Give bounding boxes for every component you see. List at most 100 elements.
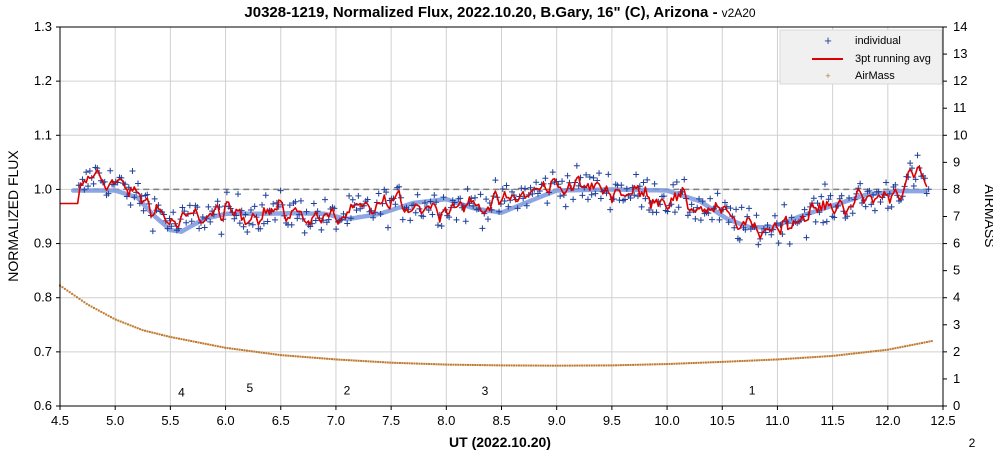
airmass-point	[729, 360, 732, 363]
airmass-point	[923, 341, 926, 344]
individual-point	[727, 205, 734, 212]
airmass-point	[287, 354, 290, 357]
individual-point	[247, 206, 254, 213]
individual-point	[260, 220, 267, 227]
airmass-point	[646, 363, 649, 366]
legend-marker-airmass: +	[825, 71, 830, 81]
airmass-point	[513, 364, 516, 367]
airmass-point	[692, 361, 695, 364]
x-tick-label: 6.5	[272, 413, 290, 428]
airmass-point	[163, 334, 166, 337]
airmass-point	[107, 314, 110, 317]
airmass-point	[600, 364, 603, 367]
individual-point	[653, 209, 660, 216]
individual-point	[312, 217, 319, 224]
individual-point	[425, 207, 432, 214]
airmass-point	[394, 361, 397, 364]
individual-point	[514, 205, 521, 212]
airmass-point	[97, 309, 100, 312]
airmass-point	[466, 363, 469, 366]
individual-point	[886, 190, 893, 197]
individual-point	[144, 191, 151, 198]
airmass-point	[826, 355, 829, 358]
individual-point	[205, 203, 212, 210]
airmass-point	[238, 348, 241, 351]
individual-point	[286, 202, 293, 209]
airmass-point	[707, 361, 710, 364]
airmass-point	[566, 364, 569, 367]
airmass-point	[787, 357, 790, 360]
individual-point	[699, 198, 706, 205]
airmass-point	[590, 364, 593, 367]
airmass-point	[112, 317, 115, 320]
individual-point	[83, 169, 90, 176]
individual-point	[786, 241, 793, 248]
airmass-point	[306, 356, 309, 359]
airmass-point	[216, 345, 219, 348]
airmass-point	[411, 362, 414, 365]
individual-point	[684, 212, 691, 219]
individual-point	[707, 195, 714, 202]
airmass-point	[85, 302, 88, 305]
airmass-point	[797, 357, 800, 360]
airmass-point	[836, 354, 839, 357]
airmass-point	[549, 364, 552, 367]
individual-point	[186, 202, 193, 209]
airmass-point	[661, 363, 664, 366]
airmass-point	[879, 349, 882, 352]
airmass-point	[403, 362, 406, 365]
airmass-point	[493, 364, 496, 367]
airmass-point	[770, 358, 773, 361]
individual-point	[844, 213, 851, 220]
airmass-point	[321, 357, 324, 360]
x-tick-label: 10.5	[710, 413, 735, 428]
airmass-point	[845, 353, 848, 356]
individual-point	[464, 185, 471, 192]
airmass-point	[573, 364, 576, 367]
airmass-point	[236, 348, 239, 351]
individual-point	[814, 200, 821, 207]
airmass-point	[537, 364, 540, 367]
y-tick-label: 0.8	[34, 290, 52, 305]
y2-tick-label: 13	[953, 46, 967, 61]
airmass-point	[182, 338, 185, 341]
airmass-point	[139, 328, 142, 331]
individual-point	[675, 204, 682, 211]
airmass-point	[649, 363, 652, 366]
airmass-point	[328, 357, 331, 360]
airmass-point	[627, 363, 630, 366]
airmass-point	[556, 364, 559, 367]
individual-point	[392, 201, 399, 208]
individual-point	[242, 211, 249, 218]
airmass-point	[148, 330, 151, 333]
airmass-point	[498, 364, 501, 367]
individual-point	[407, 217, 414, 224]
airmass-point	[918, 342, 921, 345]
airmass-point	[685, 362, 688, 365]
individual-point	[207, 218, 214, 225]
airmass-point	[522, 364, 525, 367]
airmass-point	[462, 363, 465, 366]
individual-point	[251, 203, 258, 210]
airmass-point	[248, 349, 251, 352]
individual-point	[586, 173, 593, 180]
individual-point	[570, 196, 577, 203]
airmass-point	[165, 335, 168, 338]
individual-point	[544, 200, 551, 207]
individual-point	[884, 205, 891, 212]
airmass-point	[889, 348, 892, 351]
individual-point	[440, 194, 447, 201]
airmass-point	[323, 357, 326, 360]
airmass-point	[532, 364, 535, 367]
airmass-point	[775, 358, 778, 361]
airmass-point	[899, 346, 902, 349]
individual-point	[866, 187, 873, 194]
airmass-point	[632, 363, 635, 366]
individual-point	[559, 178, 566, 185]
legend: + individual 3pt running avg + AirMass	[779, 29, 943, 85]
airmass-point	[398, 361, 401, 364]
individual-point	[605, 171, 612, 178]
individual-point	[135, 180, 142, 187]
airmass-point	[789, 357, 792, 360]
